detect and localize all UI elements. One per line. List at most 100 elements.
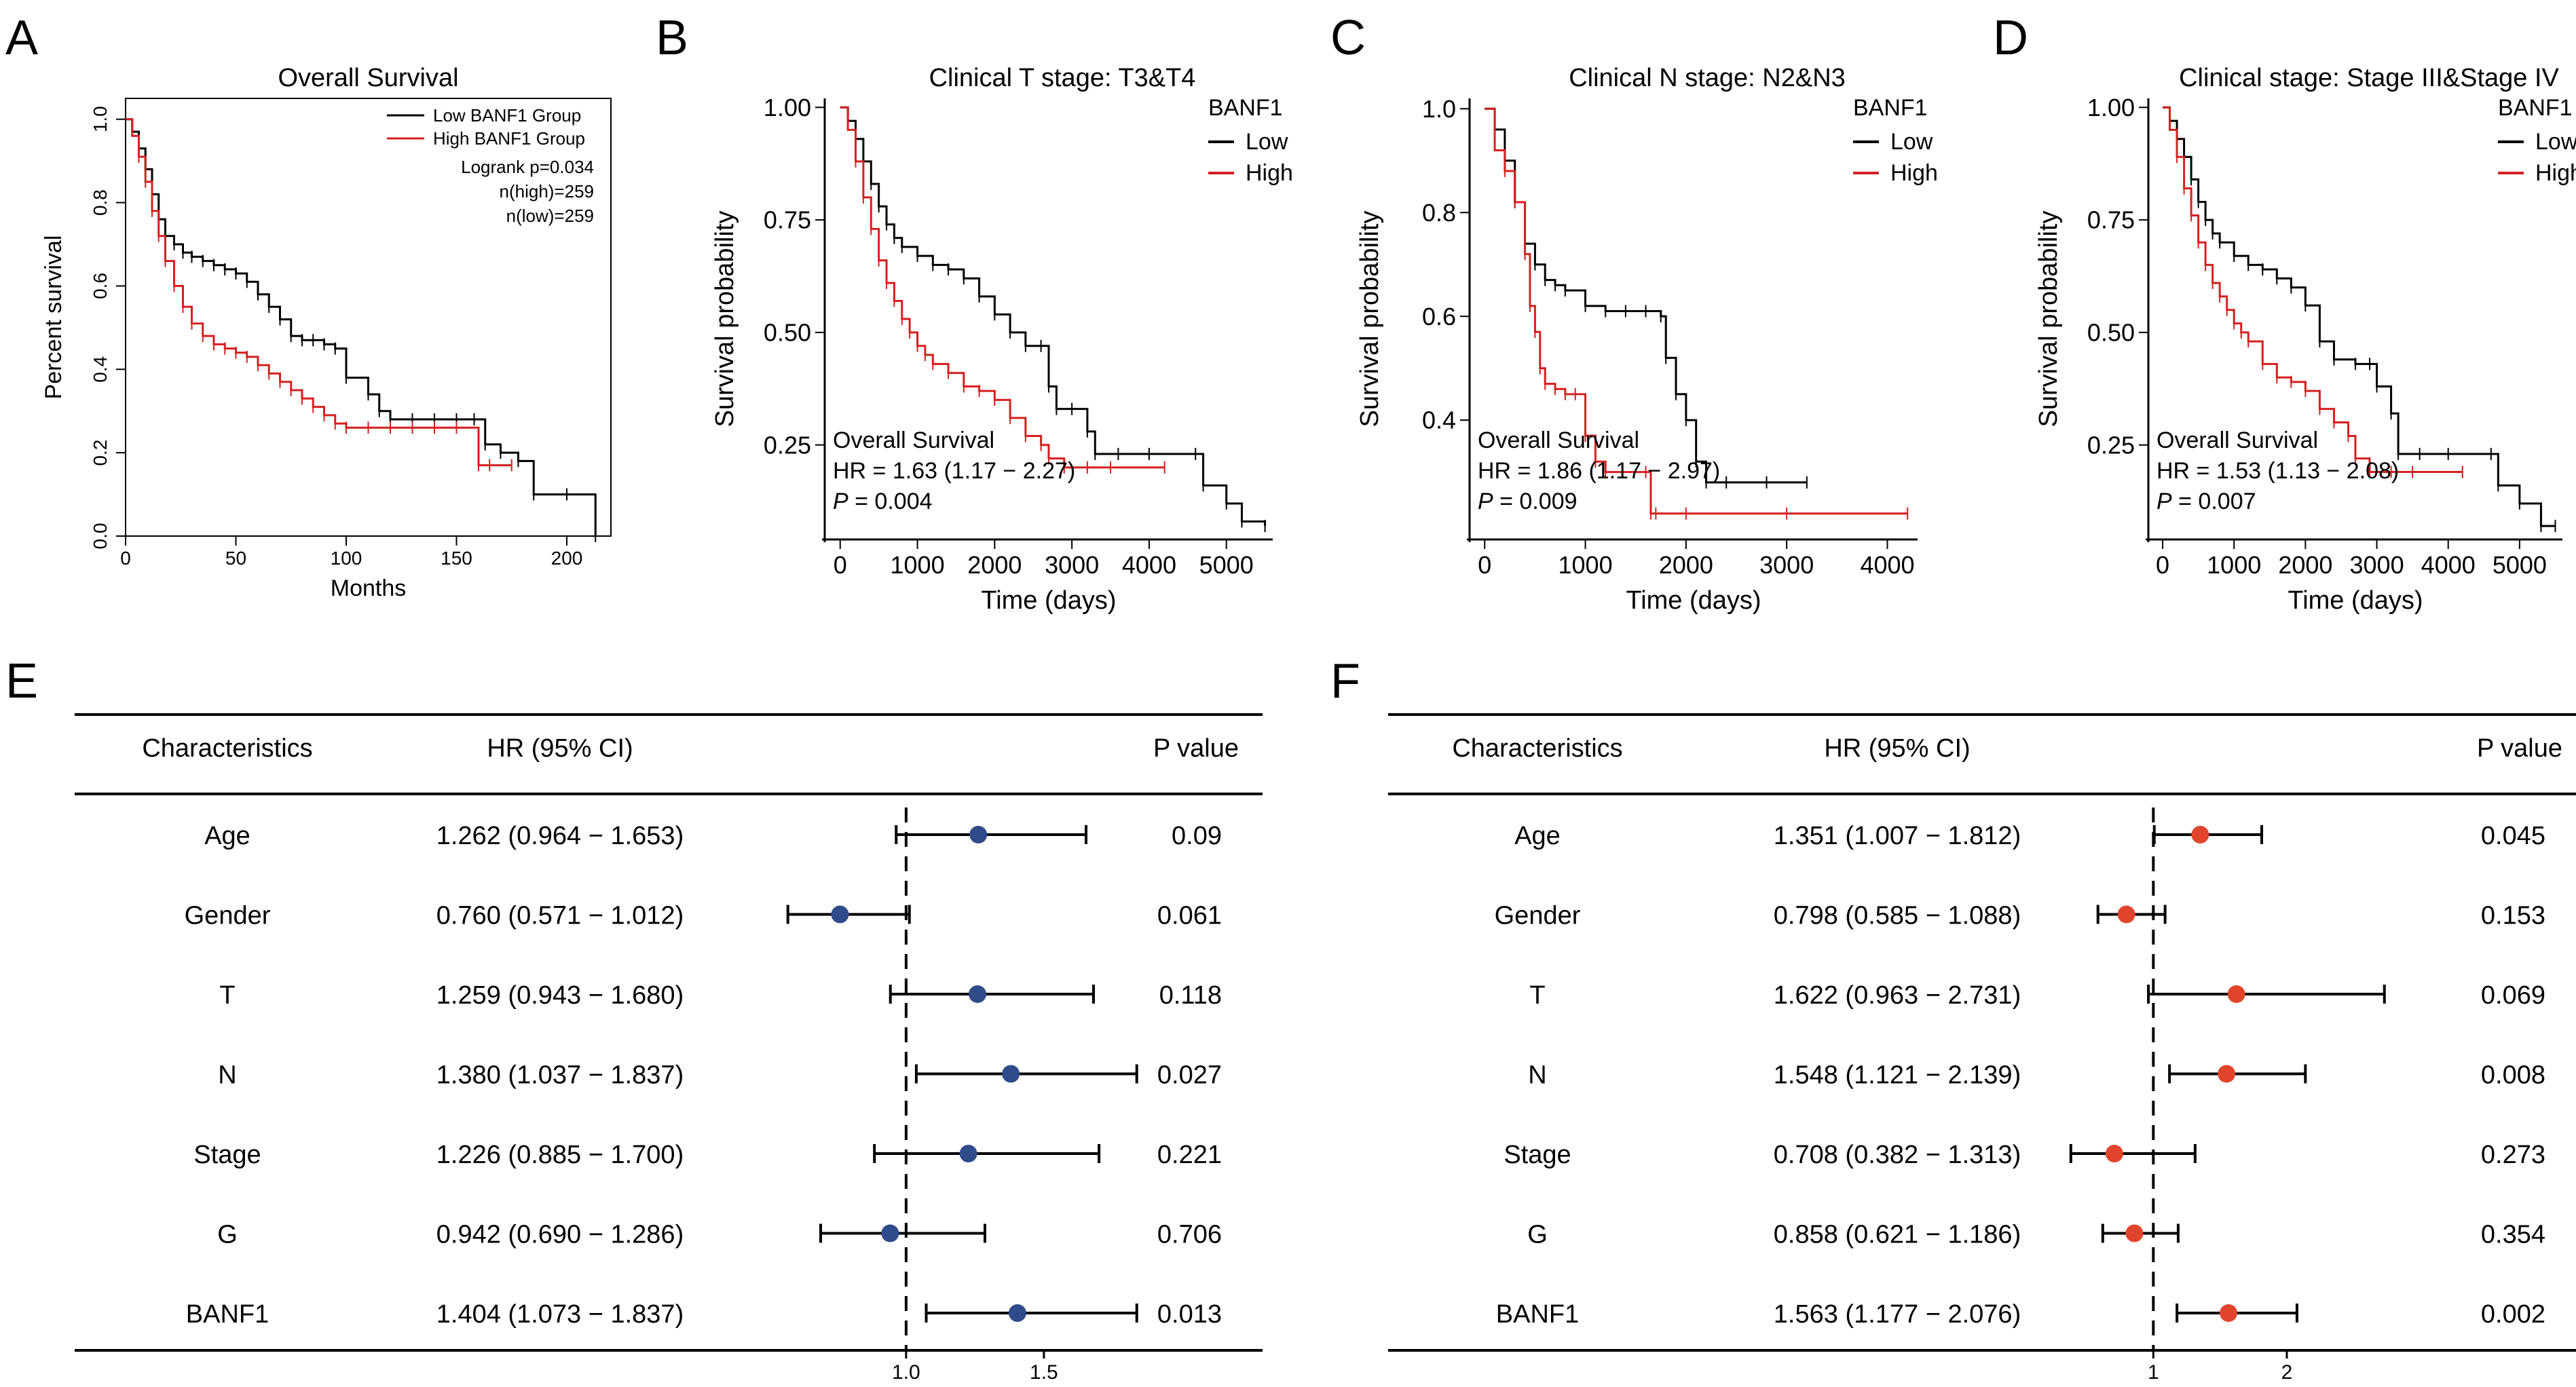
forest-e-row-label: BANF1 [186,1300,269,1329]
forest-f-hr-point [2105,1145,2123,1162]
km-d-x-tick-label: 4000 [2421,551,2476,579]
km-b-legend-label: High [1246,160,1293,186]
km-a-legend-label: High BANF1 Group [433,128,585,149]
km-b-x-tick-label: 5000 [1199,551,1254,579]
forest-e-header-characteristics: Characteristics [142,734,312,763]
km-a-x-tick-label: 100 [331,548,362,569]
km-a-annotation: n(high)=259 [500,181,595,202]
forest-f-panel: Characteristics HR (95% CI) P value Age 1.35… [1388,713,2576,1384]
km-a-x-tick-label: 0 [120,548,131,569]
km-a-x-tick-label: 200 [551,548,583,569]
forest-e-hr-point [1002,1065,1020,1083]
forest-f-row-ci: 0.858 (0.621 − 1.186) [1774,1221,2021,1249]
km-b-y-label: Survival probability [711,211,739,428]
km-d-legend-label: Low [2535,129,2576,155]
km-a-legend-label: Low BANF1 Group [433,105,581,126]
forest-f-hr-point [2125,1224,2144,1242]
km-d-y-tick-label: 0.75 [2087,206,2135,234]
km-d-title: Clinical stage: Stage III&Stage IV [2179,64,2559,92]
km-d-y-tick-label: 0.50 [2087,318,2135,346]
km-d-annotation-title: Overall Survival [2157,428,2318,453]
km-c-annotation-title: Overall Survival [1478,428,1639,453]
km-d-x-label: Time (days) [2288,586,2423,615]
km-a-y-label: Percent survival [41,235,67,400]
km-c-x-label: Time (days) [1626,586,1761,615]
km-b-x-label: Time (days) [981,586,1116,615]
km-c-y-tick-label: 1.0 [1422,95,1456,123]
forest-e-row-p: 0.09 [1172,822,1222,850]
km-c-title: Clinical N stage: N2&N3 [1569,64,1846,92]
forest-e-hr-point [881,1224,899,1242]
km-b-legend-title: BANF1 [1208,95,1283,121]
km-b-annotation-p: P = 0.004 [833,489,933,514]
forest-f-row-label: T [1529,981,1545,1010]
km-d-x-tick-label: 2000 [2278,551,2332,579]
forest-f-row-ci: 1.548 (1.121 − 2.139) [1774,1061,2021,1090]
km-c-y-tick-label: 0.6 [1422,303,1456,330]
panel-letter-d: D [1993,11,2028,65]
forest-e-row-label: Age [204,822,250,850]
forest-f-hr-point [2227,985,2245,1003]
km-b-y-tick-label: 1.00 [764,94,811,121]
forest-e-row-label: G [217,1221,238,1249]
km-d-legend-label: High [2535,160,2576,186]
forest-f-row-label: G [1527,1221,1548,1249]
km-d-annotation-p: P = 0.007 [2157,489,2256,514]
forest-f-row-label: Stage [1504,1141,1571,1169]
panel-letter-f: F [1330,654,1360,708]
km-c-curve-low [1485,107,1807,484]
km-b-annotation-hr: HR = 1.63 (1.17 − 2.27) [833,458,1075,484]
km-d-annotation-p-symbol: P [2157,489,2172,514]
forest-e-row-ci: 0.760 (0.571 − 1.012) [436,902,684,930]
km-c-legend-label: Low [1890,129,1933,155]
km-c-annotation-p-value: = 0.009 [1493,489,1578,514]
forest-f-row-p: 0.002 [2481,1300,2545,1329]
km-c-y-tick-label: 0.8 [1422,199,1456,227]
km-a-y-tick-label: 0.8 [90,189,111,216]
forest-f-header-characteristics: Characteristics [1452,734,1622,763]
km-b-title: Clinical T stage: T3&T4 [929,64,1196,92]
km-d-legend-title: BANF1 [2498,95,2573,121]
forest-e-row-p: 0.118 [1159,981,1222,1010]
forest-e-row-p: 0.061 [1157,902,1222,930]
km-d-x-tick-label: 3000 [2350,551,2404,579]
km-c-x-tick-label: 2000 [1659,551,1713,579]
forest-e-row-ci: 1.404 (1.073 − 1.837) [436,1300,684,1329]
km-a-annotation: n(low)=259 [506,206,594,226]
km-d-y-tick-label: 1.00 [2087,94,2135,121]
km-c-annotation-p: P = 0.009 [1478,489,1578,514]
km-d-curve-high [2163,106,2463,474]
forest-f-row-ci: 0.798 (0.585 − 1.088) [1774,902,2021,930]
km-d-y-label: Survival probability [2034,211,2063,428]
km-d-x-tick-label: 0 [2156,551,2169,579]
forest-f-row-p: 0.045 [2481,822,2545,850]
forest-e-row-label: Stage [193,1141,261,1169]
km-a-frame [125,98,612,537]
forest-f-row-ci: 1.351 (1.007 − 1.812) [1774,822,2021,850]
forest-f-hr-point [2117,905,2135,924]
forest-e-x-tick-label: 1.5 [1030,1361,1058,1384]
km-b-annotation-p-symbol: P [833,489,848,514]
km-a-curve-high-banf1-group [126,118,512,467]
km-a-y-tick-label: 0.0 [90,523,111,550]
km-a-x-tick-label: 150 [441,548,472,569]
forest-e-row-p: 0.221 [1157,1141,1222,1169]
forest-f-header-p: P value [2477,734,2562,763]
km-b-annotation-title: Overall Survival [833,428,994,453]
km-b-x-tick-label: 3000 [1045,551,1099,579]
km-d-x-tick-label: 5000 [2493,551,2547,579]
km-a-y-tick-label: 1.0 [90,106,111,132]
km-c-x-tick-label: 0 [1478,551,1491,579]
forest-f-row-p: 0.273 [2481,1141,2545,1169]
forest-e-row-ci: 1.380 (1.037 − 1.837) [436,1061,684,1090]
panel-letter-b: B [656,11,688,65]
km-a-x-label: Months [331,575,407,601]
km-b-y-tick-label: 0.25 [764,431,811,459]
forest-f-header-hr: HR (95% CI) [1824,734,1970,763]
km-a-y-tick-label: 0.4 [90,356,111,383]
forest-f-x-tick-label: 2 [2281,1361,2293,1384]
forest-f-row-p: 0.153 [2481,902,2545,930]
forest-f-row-ci: 0.708 (0.382 − 1.313) [1774,1141,2021,1169]
km-c-legend-title: BANF1 [1853,95,1928,121]
